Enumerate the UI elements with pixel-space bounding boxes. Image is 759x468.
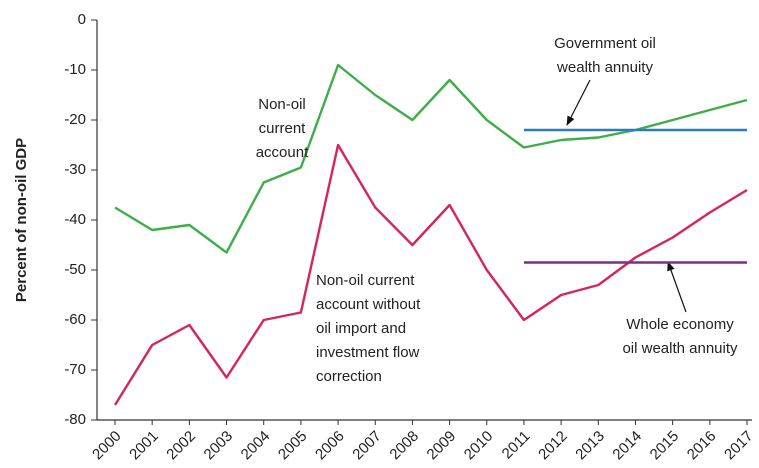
y-tick-label: -10 (64, 61, 86, 78)
x-tick-label: 2016 (684, 428, 720, 464)
x-tick-label: 2007 (349, 428, 385, 464)
annotation: oil import and (316, 320, 406, 337)
x-tick-label: 2009 (424, 428, 460, 464)
series-line (113, 143, 748, 406)
x-tick-label: 2010 (461, 428, 497, 464)
x-tick-label: 2008 (386, 428, 422, 464)
arrow (667, 261, 687, 313)
annotation: correction (316, 368, 382, 385)
annotation: investment flow (316, 344, 420, 361)
x-tick-label: 2014 (609, 428, 645, 464)
y-axis-label: Percent of non-oil GDP (13, 138, 30, 302)
x-tick-label: 2005 (275, 428, 311, 464)
y-tick-label: -30 (64, 161, 86, 178)
annotation: oil wealth annuity (622, 340, 738, 357)
x-tick-label: 2015 (647, 428, 683, 464)
annotation: account without (316, 296, 421, 313)
x-tick-label: 2002 (163, 428, 199, 464)
annotation: account (256, 144, 309, 161)
x-tick-label: 2001 (126, 428, 162, 464)
annotation: Government oil (554, 35, 656, 52)
annotation: wealth annuity (556, 59, 653, 76)
y-tick-label: -20 (64, 111, 86, 128)
y-tick-label: -50 (64, 261, 86, 278)
x-tick-label: 2011 (499, 428, 534, 463)
annotation: current (259, 120, 307, 137)
x-tick-label: 2003 (201, 428, 237, 464)
y-tick-label: -60 (64, 311, 86, 328)
y-tick-label: -80 (64, 411, 86, 428)
y-tick-label: -40 (64, 211, 86, 228)
annotation: Non-oil current (316, 272, 415, 289)
x-tick-label: 2000 (89, 428, 125, 464)
y-tick-label: -70 (64, 361, 86, 378)
x-tick-label: 2006 (312, 428, 348, 464)
annotation: Non-oil (258, 96, 306, 113)
annotation: Whole economy (626, 316, 734, 333)
x-tick-label: 2013 (572, 428, 608, 464)
x-tick-label: 2004 (238, 428, 274, 464)
y-tick-label: 0 (78, 11, 86, 28)
series-line (114, 63, 748, 254)
x-tick-label: 2012 (535, 428, 571, 464)
x-tick-label: 2017 (721, 428, 757, 464)
arrow (566, 79, 591, 126)
